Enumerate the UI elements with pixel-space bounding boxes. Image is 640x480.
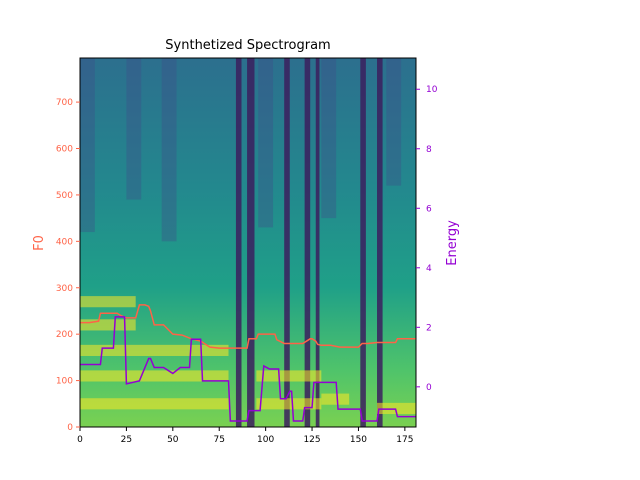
heat-column — [360, 58, 366, 427]
heat-column — [80, 58, 95, 233]
x-tick-label: 100 — [257, 435, 274, 445]
y-right-tick-label: 10 — [426, 85, 438, 95]
y-axis-label-left: F0 — [32, 235, 47, 251]
y-left-tick-label: 100 — [56, 377, 73, 387]
f0-series-line — [80, 304, 416, 349]
harmonic-band — [80, 319, 136, 331]
chart-title: Synthetized Spectrogram — [165, 38, 330, 53]
harmonic-band — [321, 393, 350, 405]
y-left-tick-label: 500 — [56, 191, 73, 201]
x-tick-label: 150 — [350, 435, 367, 445]
heat-column — [235, 58, 242, 427]
heat-column — [386, 58, 402, 186]
harmonic-band — [80, 296, 136, 308]
energy-series-line — [80, 316, 416, 422]
x-tick-label: 25 — [121, 435, 132, 445]
spectrogram-heatmap — [80, 58, 416, 427]
y-axis-right-energy: 0 2 4 6 8 10 — [416, 85, 438, 393]
y-right-tick-label: 8 — [426, 145, 432, 155]
y-right-tick-label: 0 — [426, 383, 432, 393]
harmonic-band — [256, 370, 322, 382]
harmonic-band — [80, 370, 229, 382]
y-axis-label-right: Energy — [445, 220, 460, 266]
y-right-tick-label: 6 — [426, 204, 432, 214]
x-tick-label: 0 — [77, 435, 83, 445]
x-axis: 0 25 50 75 100 125 150 175 — [77, 427, 413, 445]
heat-column — [377, 58, 383, 427]
y-right-tick-label: 4 — [426, 264, 432, 274]
y-left-tick-label: 400 — [56, 237, 73, 247]
harmonic-band — [256, 398, 322, 410]
heat-column — [284, 58, 290, 427]
x-tick-label: 50 — [167, 435, 179, 445]
heat-column — [126, 58, 142, 200]
y-axis-left-f0: 0 100 200 300 400 500 600 700 — [56, 98, 80, 433]
harmonic-band — [377, 402, 416, 415]
x-tick-label: 125 — [303, 435, 320, 445]
heat-column — [247, 58, 255, 427]
harmonic-band — [80, 344, 229, 356]
heat-column — [304, 58, 311, 427]
y-left-tick-label: 700 — [56, 98, 73, 108]
x-tick-label: 75 — [213, 435, 224, 445]
y-left-tick-label: 600 — [56, 145, 73, 155]
y-right-tick-label: 2 — [426, 323, 432, 333]
harmonic-band — [80, 398, 229, 410]
plot-frame — [79, 57, 417, 428]
y-left-tick-label: 200 — [56, 330, 73, 340]
heat-column — [315, 58, 320, 427]
heat-column — [321, 58, 337, 219]
x-tick-label: 175 — [396, 435, 413, 445]
y-left-tick-label: 300 — [56, 284, 73, 294]
heat-column — [161, 58, 177, 242]
heat-column — [258, 58, 274, 228]
y-left-tick-label: 0 — [67, 423, 73, 433]
